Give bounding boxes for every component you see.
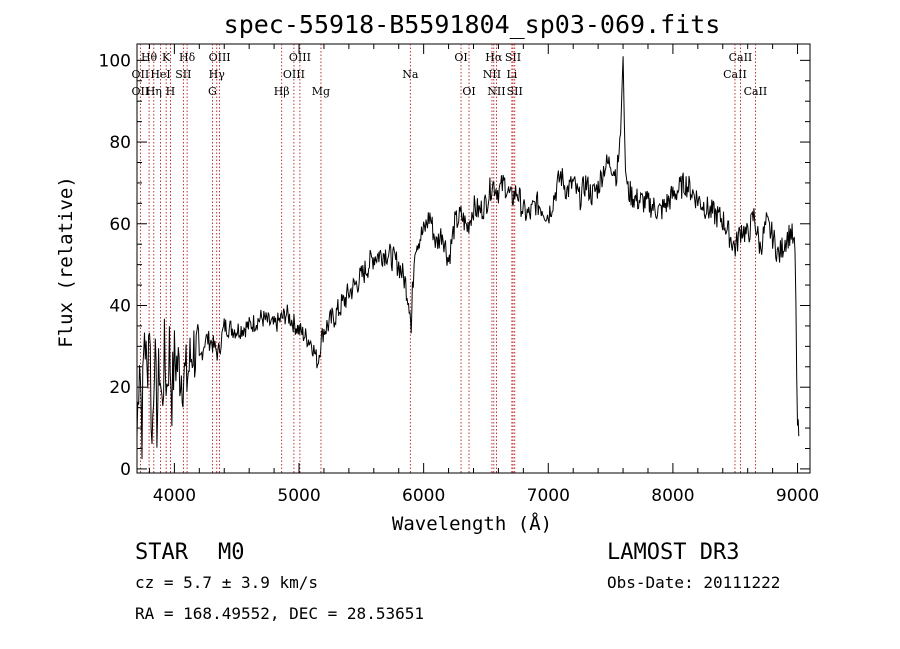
y-tick-label: 60	[109, 215, 131, 235]
coordinates-label: RA = 168.49552, DEC = 28.53651	[135, 604, 424, 623]
x-tick-label: 9000	[776, 486, 819, 506]
x-tick-label: 5000	[277, 486, 320, 506]
y-axis-label: Flux (relative)	[55, 176, 77, 348]
spectral-line-label: Hβ	[274, 85, 290, 98]
spectral-line-label: Hη	[146, 85, 162, 98]
spectral-line-label: CaII	[723, 68, 747, 81]
emission-line-markers: Hθ OII OII K HeI Hη SII H Hδ OIII Hγ G Hβ OIII OIII Mg N…	[132, 44, 768, 473]
spectral-line-label: OII	[132, 68, 150, 81]
spectral-line-label: SII	[175, 68, 191, 81]
x-tick-label: 6000	[402, 486, 445, 506]
x-tick-label: 4000	[153, 486, 196, 506]
spectral-line-label: CaII	[729, 51, 753, 64]
subclass-label: M0	[217, 540, 245, 565]
spectrum-series	[136, 56, 800, 460]
spectral-line-label: OIII	[209, 51, 231, 64]
spectral-line-label: SII	[507, 85, 523, 98]
spectral-line-label: OII	[132, 85, 150, 98]
y-tick-label: 40	[109, 296, 131, 316]
spectral-line-label: Hγ	[209, 68, 226, 81]
spectral-line-label: NII	[487, 85, 505, 98]
spectral-line-label: SII	[505, 51, 521, 64]
spectral-line-label: K	[162, 51, 171, 64]
plot-frame	[136, 43, 811, 474]
spectral-line-label: OIII	[289, 51, 311, 64]
x-axis: 4000 5000 6000 7000 8000 9000	[148, 44, 819, 506]
obs-date-label: Obs-Date: 20111222	[607, 573, 781, 592]
y-axis: 0 20 40 60 80 100	[99, 51, 810, 480]
spectral-line-label: Na	[402, 68, 419, 81]
chart-title: spec-55918-B5591804_sp03-069.fits	[224, 10, 721, 39]
spectral-line-label: H	[166, 85, 176, 98]
y-tick-label: 0	[120, 460, 131, 480]
spectral-line-label: OI	[462, 85, 475, 98]
spectral-line-label: HeI	[150, 68, 170, 81]
spectrum-line	[136, 56, 800, 460]
x-axis-label: Wavelength (Å)	[392, 512, 552, 535]
y-tick-label: 20	[109, 378, 131, 398]
x-tick-label: 8000	[651, 486, 694, 506]
spectral-line-label: Hθ	[141, 51, 158, 64]
spectral-line-label: NII	[483, 68, 501, 81]
spectral-line-label: Hδ	[179, 51, 196, 64]
object-class: STAR M0	[135, 540, 244, 565]
survey-label: LAMOST DR3	[607, 540, 740, 565]
spectral-line-label: CaII	[744, 85, 768, 98]
spectral-line-label: G	[208, 85, 217, 98]
x-tick-label: 7000	[527, 486, 570, 506]
redshift-label: cz = 5.7 ± 3.9 km/s	[135, 573, 319, 592]
y-tick-label: 100	[99, 51, 131, 71]
spectral-line-label: Mg	[312, 85, 330, 98]
class-label: STAR	[135, 540, 188, 565]
spectral-line-label: OIII	[283, 68, 305, 81]
spectral-line-label: OI	[454, 51, 467, 64]
spectral-line-label: Li	[506, 68, 517, 81]
y-tick-label: 80	[109, 133, 131, 153]
spectral-line-label: Hα	[485, 51, 503, 64]
